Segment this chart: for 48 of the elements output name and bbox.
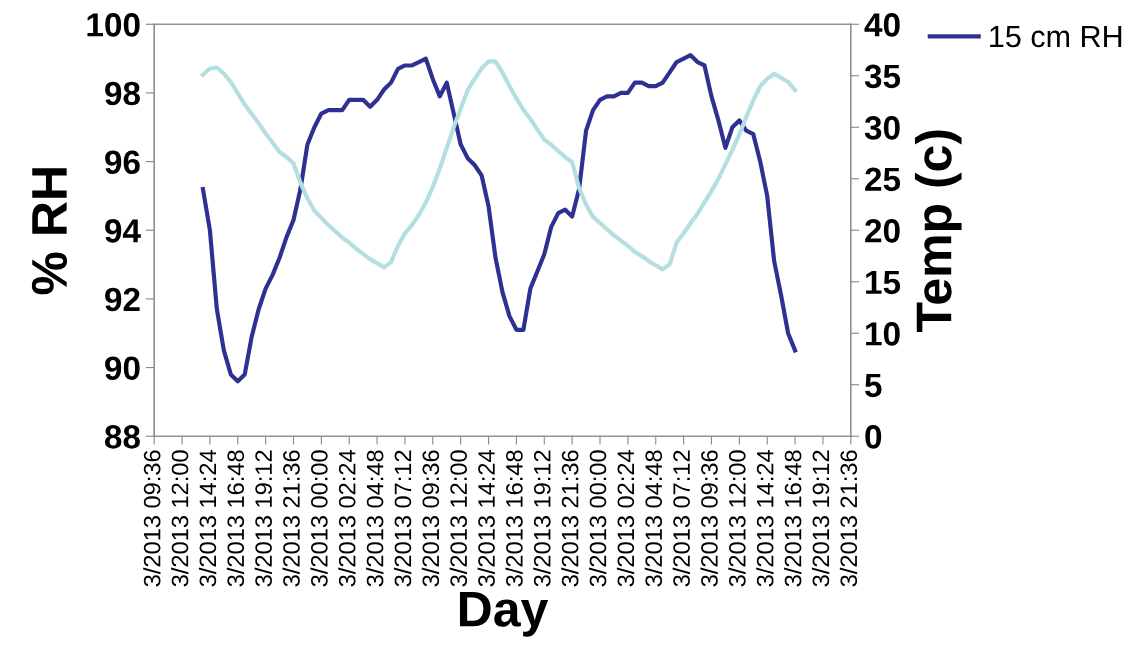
y2-tick-label: 25: [865, 167, 901, 192]
x-tick-label: 3/2013 09:36: [700, 450, 718, 587]
x-tick-label: 3/2013 02:24: [616, 450, 635, 587]
y-tick-label: 92: [105, 287, 140, 312]
line-series: [200, 53, 798, 384]
x-tick-label: 3/2013 16:48: [226, 450, 245, 587]
x-tick-label: 3/2013 14:24: [477, 450, 495, 587]
x-tick-label: 3/2013 21:36: [282, 450, 300, 587]
y-axis-title: % RH: [31, 168, 68, 295]
x-tick-label: 3/2013 09:36: [143, 450, 161, 587]
x-tick-label: 3/2013 07:12: [672, 450, 690, 587]
x-tick-label: 3/2013 02:24: [338, 450, 356, 587]
x-tick-label: 3/2013 09:36: [421, 450, 440, 587]
x-tick-label: 3/2013 14:24: [198, 450, 217, 587]
x-tick-label: 3/2013 19:12: [533, 450, 551, 587]
y-tick-label: 94: [105, 219, 141, 243]
x-tick-label: 3/2013 12:00: [171, 450, 189, 587]
x-tick-label: 3/2013 14:24: [756, 450, 774, 587]
y2-axis-title: Temp (c): [914, 130, 962, 333]
x-tick-label: 3/2013 00:00: [589, 450, 607, 587]
y-tick-label: 88: [104, 425, 140, 449]
x-tick-label: 3/2013 21:36: [839, 450, 858, 587]
x-tick-label: 3/2013 12:00: [449, 450, 468, 587]
y2-tick-label: 10: [866, 322, 900, 346]
legend-label: 15 cm RH: [990, 26, 1122, 48]
y2-tick-label: 5: [865, 373, 882, 398]
y-tick-label: 98: [105, 81, 140, 106]
y2-tick-label: 30: [864, 116, 900, 140]
x-tick-label: 3/2013 21:36: [561, 450, 579, 587]
x-tick-label: 3/2013 16:48: [505, 450, 523, 587]
line-series: [200, 59, 798, 272]
x-tick-label: 3/2013 00:00: [310, 450, 328, 587]
y-tick-label: 96: [105, 150, 140, 174]
x-tick-label: 3/2013 19:12: [811, 450, 830, 587]
y2-tick-label: 40: [864, 13, 900, 37]
x-tick-label: 3/2013 19:12: [254, 450, 272, 587]
y2-tick-label: 35: [864, 64, 901, 89]
y-tick-label: 90: [105, 356, 140, 380]
x-axis-title: Day: [459, 591, 549, 637]
x-tick-label: 3/2013 12:00: [728, 450, 746, 587]
x-tick-label: 3/2013 07:12: [393, 450, 412, 587]
y-tick-label: 100: [87, 13, 140, 37]
y2-tick-label: 0: [865, 425, 882, 449]
x-tick-label: 3/2013 04:48: [644, 450, 663, 587]
x-tick-label: 3/2013 04:48: [366, 450, 384, 587]
y2-tick-label: 20: [865, 219, 900, 243]
y2-tick-label: 15: [866, 270, 901, 295]
x-tick-label: 3/2013 16:48: [784, 450, 802, 587]
